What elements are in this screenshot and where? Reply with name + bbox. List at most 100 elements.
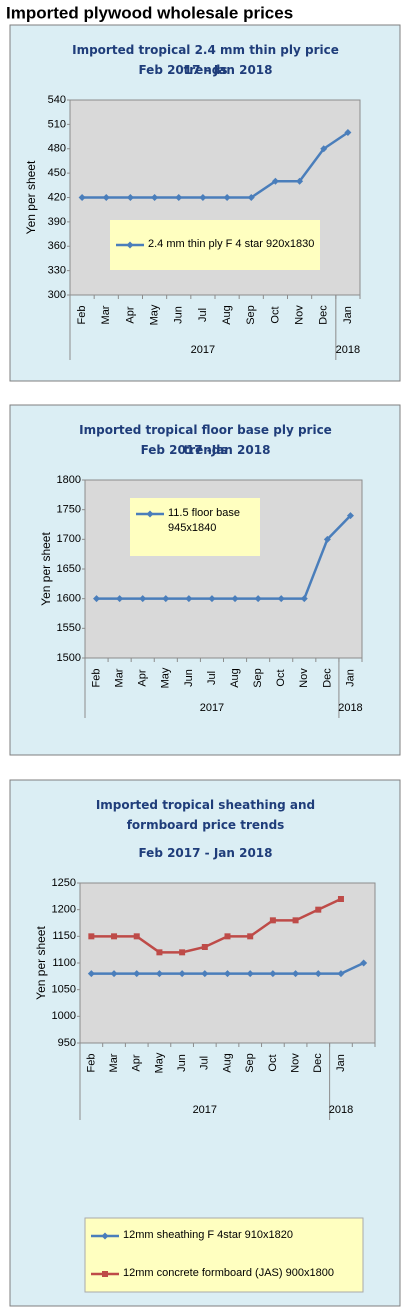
x-tick-label: Jul xyxy=(199,1056,211,1070)
data-point xyxy=(344,129,352,136)
chart-title-box: Imported tropical floor base ply price t… xyxy=(79,423,332,457)
page-title: Imported plywood wholesale prices xyxy=(6,3,293,22)
year-label: 2017 xyxy=(200,702,224,714)
data-point xyxy=(346,512,354,520)
x-tick-label: Jun xyxy=(176,1054,188,1072)
x-tick-label: Feb xyxy=(90,669,102,688)
data-point xyxy=(300,595,308,603)
x-tick-label: Sep xyxy=(245,305,257,325)
chart-subtitle: Feb 2017 - Jan 2018 xyxy=(138,846,273,860)
y-tick-label: 1750 xyxy=(57,504,81,516)
legend-marker xyxy=(101,1232,109,1240)
data-point xyxy=(269,970,277,978)
y-tick-label: 1550 xyxy=(57,622,81,634)
x-tick-label: Feb xyxy=(76,306,88,325)
x-tick-label: Jan xyxy=(342,306,354,324)
y-axis-label: Yen per sheet xyxy=(39,532,53,606)
chart-subtitle-box: Feb 2017 -Jan 2018 xyxy=(141,443,271,457)
x-tick-label: May xyxy=(148,304,160,325)
y-tick-label: 950 xyxy=(58,1037,76,1049)
chart-title: Imported tropical 2.4 mm thin ply price … xyxy=(72,43,339,77)
year-label: 2017 xyxy=(191,344,215,356)
legend xyxy=(84,1217,364,1293)
y-tick-label: 1150 xyxy=(52,930,76,942)
x-tick-label: Sep xyxy=(252,668,264,688)
data-point xyxy=(247,933,254,940)
legend-label-box: 12mm concrete formboard (JAS) 900x1800 xyxy=(123,1267,334,1279)
data-point xyxy=(337,970,345,978)
legend-label-box: 2.4 mm thin ply F 4 star 920x1830 xyxy=(148,238,314,250)
data-point xyxy=(78,194,86,201)
data-point xyxy=(139,595,147,603)
legend-label-box: 12mm sheathing F 4star 910x1820 xyxy=(123,1229,293,1241)
data-point xyxy=(277,595,285,603)
data-point xyxy=(320,145,328,153)
data-point xyxy=(111,933,118,940)
x-tick-label: Oct xyxy=(275,669,287,686)
chart-subtitle-box: Feb 2017 - Jan 2018 xyxy=(138,63,272,77)
year-label: 2017 xyxy=(193,1104,217,1116)
y-tick-label: 1800 xyxy=(57,474,81,486)
x-tick-label: Feb xyxy=(85,1054,97,1073)
y-tick-label: 510 xyxy=(48,118,66,130)
x-tick-label: Aug xyxy=(221,1053,233,1073)
y-tick-label: 420 xyxy=(48,191,66,203)
x-tick-label: Mar xyxy=(108,1053,120,1072)
legend xyxy=(110,220,320,270)
chart-title: Imported tropical floor base ply price t… xyxy=(79,423,332,457)
x-tick-label: Nov xyxy=(298,668,310,688)
y-tick-label: 1500 xyxy=(57,652,81,664)
x-tick-label: Jan xyxy=(344,669,356,687)
x-tick-label: Apr xyxy=(137,669,149,686)
data-point xyxy=(292,970,300,978)
x-tick-label: Apr xyxy=(131,1054,143,1071)
data-point xyxy=(87,970,95,978)
x-tick-label: Jul xyxy=(206,671,218,685)
chart-title-box: Imported tropical 2.4 mm thin ply price … xyxy=(72,43,339,77)
year-label: 2018 xyxy=(336,344,360,356)
x-tick-label: Sep xyxy=(244,1053,256,1073)
x-tick-label: Mar xyxy=(100,305,112,324)
data-point xyxy=(199,194,207,201)
data-point xyxy=(133,970,141,978)
data-point xyxy=(337,896,344,902)
x-tick-label: Nov xyxy=(289,1053,301,1073)
data-point xyxy=(271,177,279,185)
y-tick-label: 450 xyxy=(48,167,66,179)
data-point xyxy=(156,949,163,956)
x-tick-label: Apr xyxy=(124,306,136,323)
data-point xyxy=(116,595,124,603)
x-tick-label: May xyxy=(160,667,172,688)
x-tick-label: Dec xyxy=(321,668,333,688)
y-tick-label: 1700 xyxy=(57,533,81,545)
data-point xyxy=(223,194,231,201)
legend-label: 12mm sheathing F 4star 910x1820 xyxy=(123,1229,293,1241)
data-point xyxy=(201,944,208,950)
data-point xyxy=(133,933,140,940)
data-point xyxy=(201,970,209,978)
data-point xyxy=(179,949,186,956)
y-tick-label: 390 xyxy=(48,216,66,228)
chart-title: Imported tropical sheathing and formboar… xyxy=(95,798,316,832)
y-tick-label: 1100 xyxy=(52,957,76,969)
y-tick-label: 1200 xyxy=(52,904,76,916)
data-point xyxy=(323,535,331,543)
data-point xyxy=(102,194,110,201)
y-tick-label: 480 xyxy=(48,143,66,155)
y-tick-label: 1250 xyxy=(52,877,76,889)
data-point xyxy=(88,933,95,940)
series-line xyxy=(91,897,342,954)
data-point xyxy=(231,595,239,603)
y-tick-label: 1600 xyxy=(57,593,81,605)
year-label: 2018 xyxy=(329,1104,353,1116)
x-tick-label: Jan xyxy=(335,1054,347,1072)
data-point xyxy=(360,959,368,967)
x-tick-label: May xyxy=(153,1052,165,1073)
x-tick-label: Oct xyxy=(269,306,281,323)
legend-marker xyxy=(146,510,154,518)
data-point xyxy=(185,595,193,603)
y-tick-label: 1650 xyxy=(57,563,81,575)
chart-title-box: Imported tropical sheathing and formboar… xyxy=(95,798,316,832)
